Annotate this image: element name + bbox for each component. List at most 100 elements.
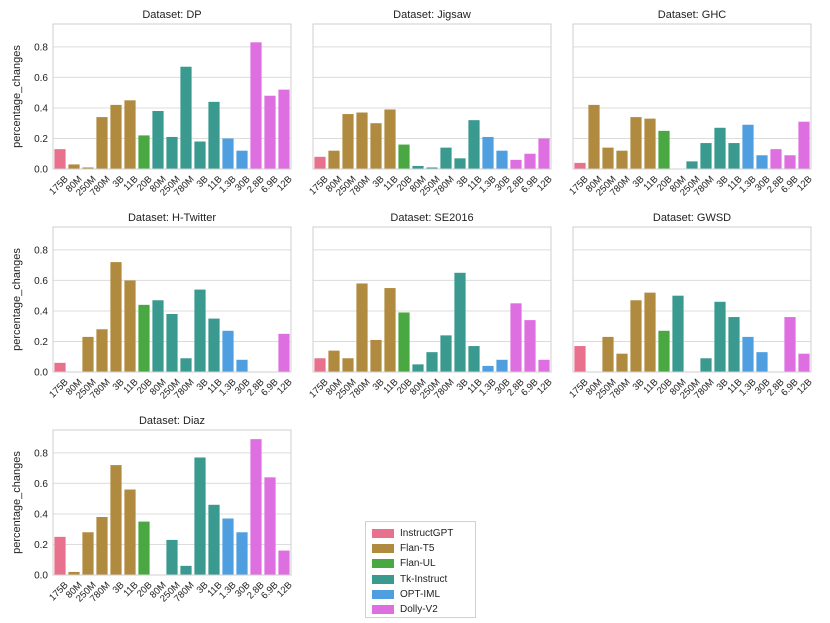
- bar-flan-t5-11b: [124, 280, 136, 372]
- panel-title: Dataset: GWSD: [653, 212, 731, 224]
- bar-flan-t5-780m: [96, 329, 108, 372]
- bar-tk-instruct-11b: [728, 317, 740, 372]
- legend-swatch: [372, 559, 394, 569]
- bar-opt-iml-30b: [236, 150, 248, 169]
- bar-instructgpt-175b: [54, 149, 66, 169]
- panel-7: Dataset: Diaz0.00.20.40.60.8175B80M250M7…: [11, 415, 295, 604]
- bar-dolly-v2-12b: [278, 550, 290, 575]
- bar-dolly-v2-6.9b: [784, 155, 796, 169]
- y-tick-label: 0.2: [34, 540, 48, 551]
- legend-swatch: [372, 589, 394, 599]
- bar-opt-iml-30b: [236, 532, 248, 575]
- y-tick-label: 0.4: [34, 306, 48, 317]
- bar-tk-instruct-3b: [194, 289, 206, 372]
- bar-tk-instruct-250m: [686, 161, 698, 169]
- legend-label: Flan-UL: [400, 558, 436, 570]
- bar-flan-t5-780m: [356, 283, 368, 372]
- bar-tk-instruct-780m: [440, 335, 452, 372]
- bar-flan-t5-11b: [124, 489, 136, 575]
- bar-opt-iml-1.3b: [222, 138, 234, 169]
- y-axis-label: percentage_changes: [11, 45, 23, 148]
- panel-title: Dataset: SE2016: [390, 212, 473, 224]
- plot-frame: [52, 429, 292, 576]
- legend-label: Dolly-V2: [400, 604, 438, 616]
- legend-item: InstructGPT: [372, 526, 469, 541]
- bar-dolly-v2-12b: [278, 89, 290, 169]
- bar-dolly-v2-6.9b: [524, 153, 536, 169]
- bar-opt-iml-30b: [756, 352, 768, 372]
- bar-opt-iml-1.3b: [742, 124, 754, 169]
- bar-tk-instruct-11b: [468, 120, 480, 169]
- bar-tk-instruct-250m: [166, 539, 178, 575]
- bar-tk-instruct-250m: [426, 167, 438, 169]
- bar-flan-t5-11b: [124, 100, 136, 169]
- bar-flan-t5-80m: [588, 104, 600, 169]
- bar-tk-instruct-780m: [180, 358, 192, 372]
- bar-tk-instruct-11b: [728, 143, 740, 169]
- bar-opt-iml-30b: [236, 359, 248, 372]
- bar-tk-instruct-3b: [714, 301, 726, 372]
- bar-dolly-v2-12b: [538, 138, 550, 169]
- x-tick-label: 12B: [275, 174, 295, 194]
- y-tick-label: 0.8: [34, 448, 48, 459]
- bar-flan-ul-20b: [138, 521, 150, 575]
- legend-swatch: [372, 544, 394, 554]
- bar-opt-iml-1.3b: [222, 518, 234, 575]
- bar-tk-instruct-80m: [412, 165, 424, 169]
- bar-tk-instruct-11b: [468, 346, 480, 372]
- bar-tk-instruct-3b: [454, 158, 466, 169]
- bar-tk-instruct-3b: [194, 141, 206, 169]
- bar-opt-iml-30b: [496, 359, 508, 372]
- panel-title: Dataset: GHC: [658, 9, 727, 21]
- bar-tk-instruct-11b: [208, 318, 220, 372]
- bar-dolly-v2-2.8b: [770, 149, 782, 169]
- bar-dolly-v2-2.8b: [250, 439, 262, 575]
- y-axis-label: percentage_changes: [11, 248, 23, 351]
- bar-flan-t5-80m: [328, 350, 340, 372]
- bar-flan-t5-250m: [82, 532, 94, 575]
- bar-tk-instruct-3b: [194, 457, 206, 575]
- panel-1: Dataset: DP0.00.20.40.60.8175B80M250M780…: [11, 9, 295, 198]
- bar-flan-t5-250m: [602, 147, 614, 169]
- bar-flan-t5-80m: [68, 164, 80, 169]
- bar-flan-t5-250m: [82, 336, 94, 372]
- bar-flan-t5-780m: [96, 117, 108, 169]
- y-tick-label: 0.2: [34, 337, 48, 348]
- bar-tk-instruct-780m: [700, 143, 712, 169]
- bar-flan-t5-780m: [96, 517, 108, 575]
- bar-flan-t5-780m: [616, 150, 628, 169]
- y-tick-label: 0.6: [34, 73, 48, 84]
- bar-dolly-v2-2.8b: [250, 42, 262, 169]
- bar-dolly-v2-6.9b: [524, 320, 536, 372]
- bar-opt-iml-1.3b: [742, 336, 754, 372]
- bar-tk-instruct-80m: [152, 111, 164, 169]
- y-tick-label: 0.8: [34, 42, 48, 53]
- legend-swatch: [372, 574, 394, 584]
- legend-item: Flan-T5: [372, 541, 469, 556]
- panel-title: Dataset: H-Twitter: [128, 212, 216, 224]
- x-tick-label: 12B: [795, 174, 815, 194]
- bar-flan-t5-3b: [110, 465, 122, 575]
- y-axis-label: percentage_changes: [11, 451, 23, 554]
- bar-flan-t5-11b: [644, 118, 656, 169]
- bar-instructgpt-175b: [574, 346, 586, 372]
- legend: InstructGPT Flan-T5 Flan-UL Tk-Instruct OPT-…: [365, 521, 476, 618]
- bar-flan-ul-20b: [138, 135, 150, 169]
- y-tick-label: 0.6: [34, 479, 48, 490]
- plot-frame: [312, 23, 552, 170]
- bar-opt-iml-1.3b: [482, 365, 494, 372]
- legend-item: Dolly-V2: [372, 602, 469, 617]
- bar-tk-instruct-780m: [180, 565, 192, 575]
- bar-dolly-v2-6.9b: [264, 95, 276, 169]
- bar-flan-t5-780m: [616, 353, 628, 372]
- bar-dolly-v2-12b: [538, 359, 550, 372]
- y-tick-label: 0.4: [34, 509, 48, 520]
- bar-flan-ul-20b: [398, 312, 410, 372]
- legend-item: Flan-UL: [372, 556, 469, 571]
- bar-opt-iml-30b: [756, 155, 768, 169]
- bar-tk-instruct-250m: [426, 352, 438, 372]
- x-tick-label: 12B: [535, 377, 555, 397]
- bar-instructgpt-175b: [574, 162, 586, 169]
- plot-frame: [52, 226, 292, 373]
- bar-tk-instruct-80m: [412, 364, 424, 372]
